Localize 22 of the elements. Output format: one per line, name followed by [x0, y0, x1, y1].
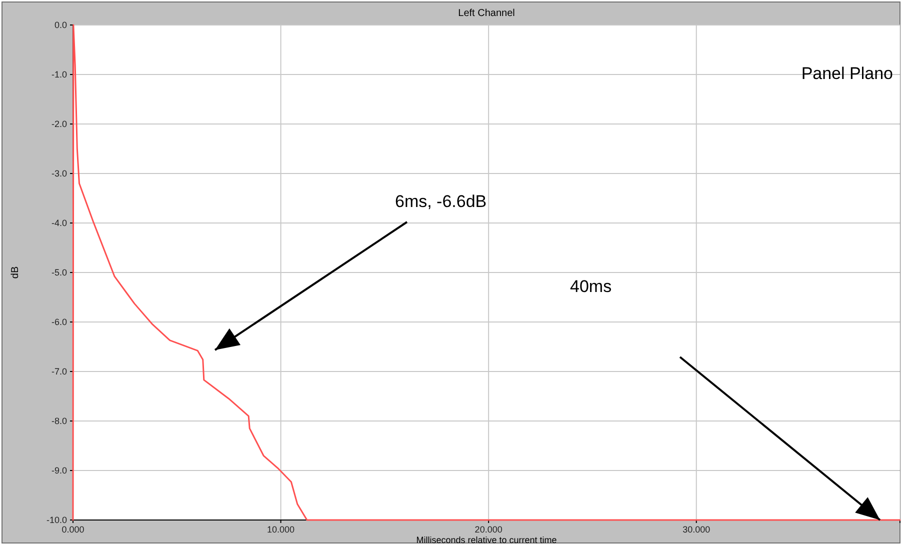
- x-tick-label: 30.000: [682, 524, 710, 534]
- y-tick-label: -10.0: [46, 514, 67, 525]
- y-tick-label: -4.0: [51, 218, 67, 228]
- line-series: [72, 24, 901, 521]
- y-axis-title: dB: [10, 266, 21, 279]
- annotation: 40ms: [570, 277, 612, 296]
- x-axis-title: Milliseconds relative to current time: [416, 535, 557, 545]
- y-tick-label: -9.0: [51, 465, 67, 476]
- x-tick-label: 10.000: [267, 524, 295, 534]
- y-tick-label: -7.0: [51, 366, 67, 376]
- annotation: 6ms, -6.6dB: [395, 192, 487, 211]
- x-tick-label: 0.000: [62, 524, 84, 534]
- y-tick-label: -8.0: [51, 416, 67, 426]
- annotation: Panel Plano: [801, 64, 893, 83]
- y-tick-label: -2.0: [51, 118, 67, 129]
- x-tick-label: 20.000: [474, 524, 502, 534]
- y-tick-label: -6.0: [51, 316, 67, 327]
- y-tick-label: 0.0: [54, 20, 67, 30]
- y-tick-label: -5.0: [51, 267, 67, 278]
- y-tick-label: -3.0: [51, 168, 67, 178]
- chart-title: Left Channel: [458, 8, 515, 19]
- y-tick-label: -1.0: [51, 69, 67, 80]
